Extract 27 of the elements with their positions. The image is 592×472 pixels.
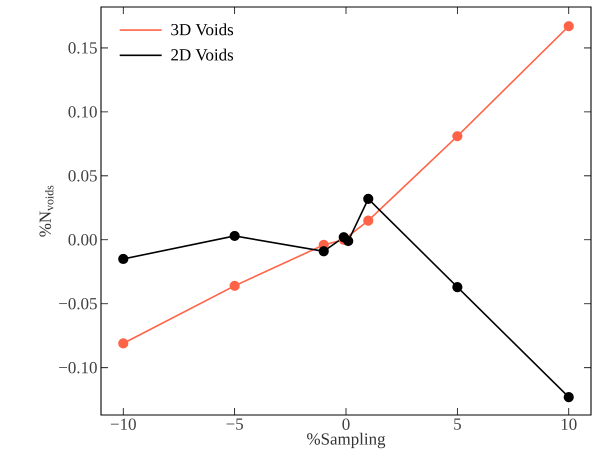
x-tick-label: 10 (562, 418, 577, 430)
y-tick-label: −0.10 (59, 362, 97, 374)
legend-label: 3D Voids (171, 23, 234, 36)
point (452, 282, 462, 292)
point (230, 280, 240, 291)
point (118, 338, 128, 348)
point (230, 230, 240, 242)
point (118, 254, 128, 264)
y-tick-label: −0.05 (59, 298, 97, 310)
x-tick-label: 5 (454, 418, 461, 430)
point (363, 194, 374, 204)
y-axis-title: %N$_{voids}$ (39, 186, 54, 237)
point (452, 131, 462, 142)
x-tick-label: −5 (226, 418, 243, 430)
x-axis-title: %Sampling (307, 432, 386, 448)
x-tick-label: 0 (342, 418, 350, 430)
y-tick-label: 0.15 (68, 42, 97, 54)
x-tick-label: −10 (110, 418, 136, 430)
point (564, 392, 574, 402)
y-tick-label: 0.10 (68, 106, 97, 118)
legend-label: 2D Voids (171, 48, 234, 61)
y-tick-label: 0.05 (68, 170, 97, 182)
point (343, 236, 354, 246)
point (564, 21, 574, 32)
y-tick-label: 0.00 (68, 234, 97, 246)
point (318, 246, 329, 256)
point (363, 215, 374, 226)
